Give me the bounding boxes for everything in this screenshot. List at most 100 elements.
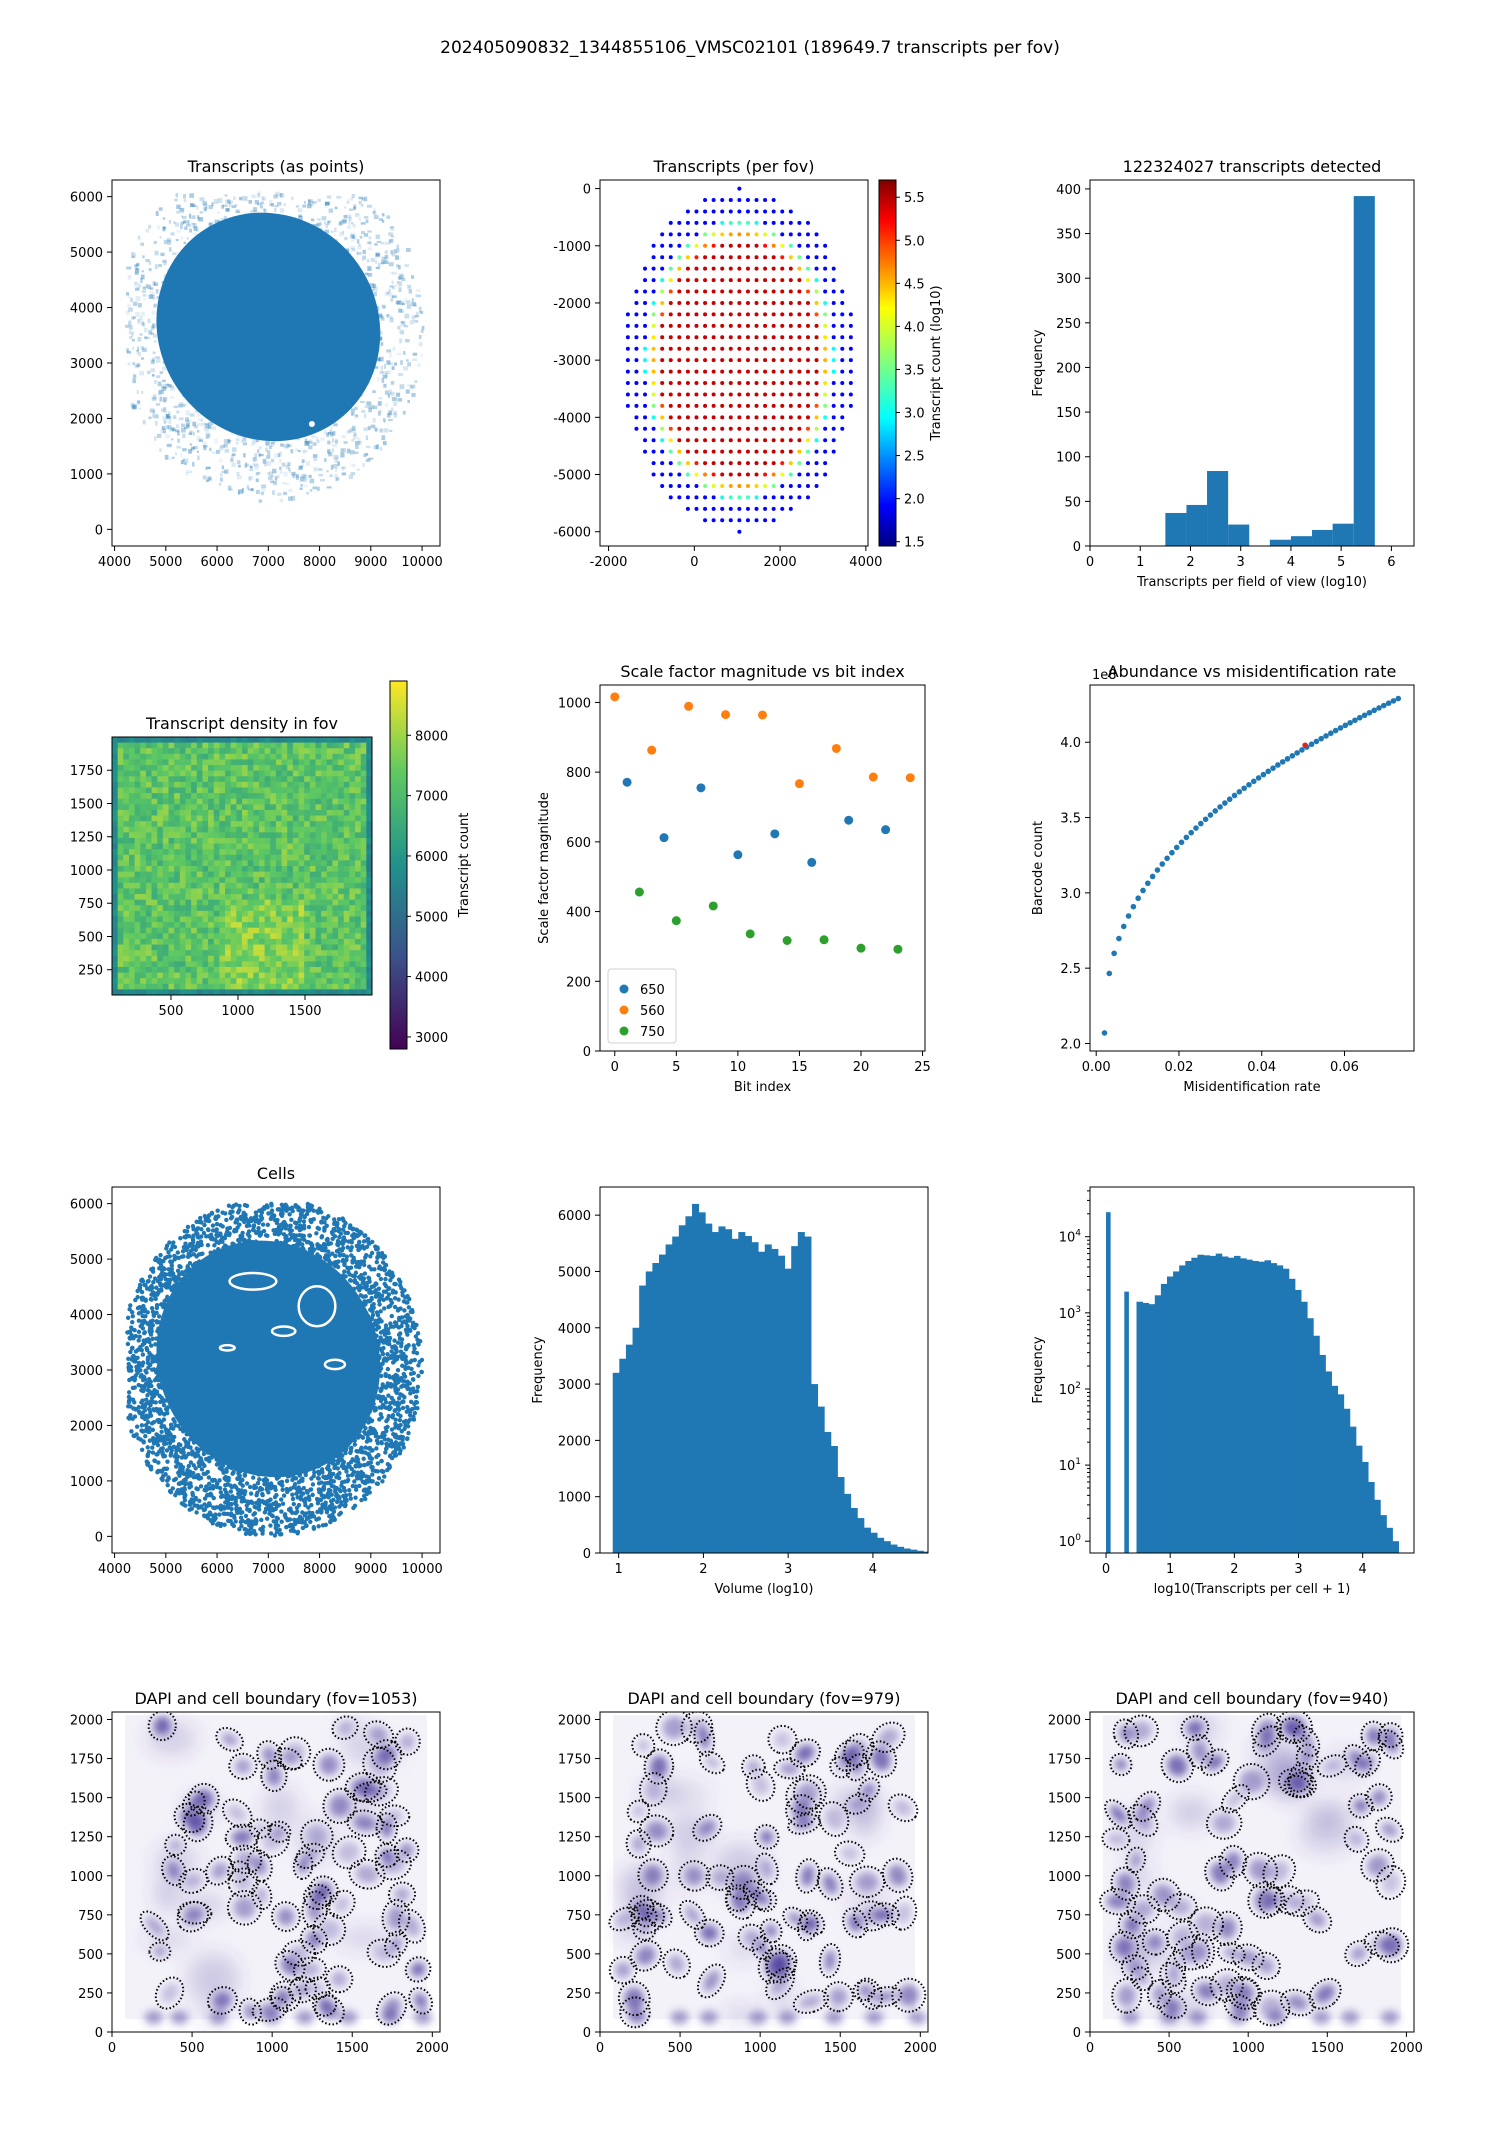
sparse-point — [304, 438, 308, 444]
fov-point — [651, 426, 656, 431]
heat-cell — [196, 843, 203, 850]
heat-cell — [264, 781, 271, 788]
heat-cell — [304, 753, 311, 760]
sparse-point — [390, 407, 394, 412]
heat-cell — [360, 877, 367, 884]
sparse-point — [281, 462, 286, 467]
fov-point — [754, 209, 759, 214]
hist-bar — [1186, 504, 1208, 546]
fov-point — [643, 358, 648, 363]
fov-point — [763, 255, 768, 260]
heat-cell — [304, 905, 311, 912]
sparse-point — [365, 435, 369, 441]
fov-point — [668, 232, 673, 237]
heat-cell — [213, 804, 220, 811]
heat-cell — [275, 798, 283, 805]
sparse-point — [392, 295, 397, 298]
heat-cell — [134, 787, 141, 794]
heat-cell — [338, 742, 345, 749]
heat-cell — [264, 854, 271, 861]
cell-point — [253, 1210, 259, 1215]
sparse-point — [346, 214, 352, 219]
heat-cell — [264, 759, 271, 766]
heat-cell — [208, 809, 215, 817]
fov-point — [754, 346, 759, 351]
heat-cell — [247, 916, 254, 923]
heat-cell — [332, 972, 339, 979]
sparse-point — [183, 193, 186, 199]
sparse-point — [152, 297, 156, 300]
fov-point — [737, 529, 742, 534]
heat-cell — [140, 849, 147, 856]
heat-cell — [151, 843, 158, 850]
fov-point — [780, 381, 785, 386]
fov-point — [685, 438, 690, 443]
heat-cell — [179, 888, 186, 895]
heat-cell — [185, 983, 192, 990]
heat-cell — [213, 832, 220, 839]
heat-cell — [168, 832, 175, 839]
heat-cell — [242, 927, 249, 934]
heat-cell — [338, 944, 345, 951]
sparse-point — [170, 438, 174, 441]
sparse-point — [148, 416, 152, 420]
heat-cell — [366, 781, 372, 788]
heat-cell — [157, 804, 164, 811]
heat-cell — [208, 938, 215, 946]
chart-title: 122324027 transcripts detected — [1123, 157, 1382, 176]
heat-cell — [236, 944, 243, 951]
fov-point — [720, 381, 725, 386]
cell-point — [392, 1338, 397, 1343]
heat-cell — [298, 905, 305, 912]
heat-cell — [219, 765, 226, 772]
heat-cell — [219, 832, 226, 839]
sparse-point — [177, 438, 180, 443]
sparse-point — [392, 346, 396, 351]
sparse-point — [161, 415, 166, 421]
heat-cell — [360, 989, 367, 995]
fov-point — [771, 518, 776, 523]
sparse-point — [378, 314, 383, 318]
fov-point — [711, 403, 716, 408]
heat-cell — [332, 821, 339, 828]
heat-cell — [202, 933, 209, 940]
sparse-point — [211, 451, 216, 454]
fov-point — [763, 415, 768, 420]
heat-cell — [157, 916, 164, 923]
fov-point — [805, 392, 810, 397]
fov-point — [763, 278, 768, 283]
heat-cell — [309, 770, 316, 777]
fov-point — [788, 381, 793, 386]
heat-cell — [202, 877, 209, 884]
sparse-point — [128, 336, 133, 340]
heat-cell — [275, 910, 283, 917]
sparse-point — [353, 451, 359, 454]
heat-cell — [236, 781, 243, 788]
heat-cell — [128, 821, 136, 828]
heat-cell — [315, 753, 322, 760]
heat-cell — [298, 866, 305, 873]
heat-cell — [168, 815, 175, 822]
fov-point — [703, 243, 708, 248]
heat-cell — [321, 877, 328, 884]
fov-point — [814, 392, 819, 397]
heat-cell — [145, 826, 153, 833]
sparse-point — [357, 245, 362, 250]
heat-cell — [168, 765, 175, 772]
y-tick-label: 400 — [1056, 183, 1081, 198]
fov-point — [737, 186, 742, 191]
fov-point — [848, 346, 853, 351]
fov-point — [831, 323, 836, 328]
heat-cell — [360, 759, 367, 766]
heat-cell — [338, 866, 345, 873]
heat-cell — [366, 742, 372, 749]
heat-cell — [162, 770, 170, 777]
heat-cell — [145, 821, 153, 828]
fov-point — [780, 278, 785, 283]
heat-cell — [298, 809, 305, 817]
heat-cell — [343, 821, 350, 828]
heat-cell — [247, 927, 254, 934]
heat-cell — [140, 770, 147, 777]
heat-cell — [355, 922, 362, 929]
sparse-point — [352, 224, 356, 228]
